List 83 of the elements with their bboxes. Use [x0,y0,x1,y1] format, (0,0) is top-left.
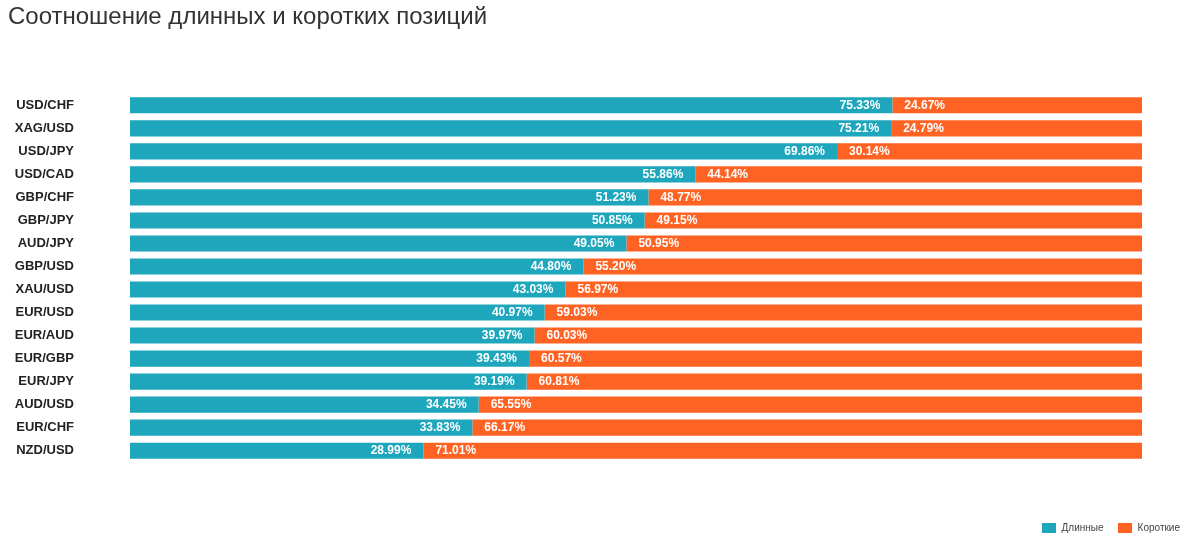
data-label: 39.43% [476,350,518,365]
data-label: 71.01% [435,443,477,457]
y-tick-label: EUR/AUD [14,327,74,343]
data-label: 49.05% [573,235,615,250]
bar [130,281,566,298]
bar [891,120,1142,137]
bar [130,327,535,344]
y-tick-label: EUR/GBP [14,350,75,366]
bar [130,166,696,183]
y-tick-label: AUD/JPY [17,235,75,251]
bar [130,189,649,206]
bar [130,120,892,137]
bar [130,143,837,160]
y-tick-label: AUD/USD [14,396,74,412]
data-label: 59.03% [556,304,598,319]
bar [648,189,1142,206]
bar [836,143,1142,160]
bar [130,373,527,390]
y-tick-label: EUR/JPY [18,373,75,389]
bar [565,281,1142,298]
data-label: 75.33% [839,97,881,112]
bar [472,419,1142,436]
bar [644,212,1142,229]
data-label: 55.86% [642,166,684,181]
data-label: 44.80% [530,258,572,273]
y-tick-label: GBP/CHF [15,188,75,204]
data-label: 39.19% [473,373,515,388]
data-label: 24.67% [904,97,946,112]
bar [130,212,645,229]
data-label: 48.77% [660,189,702,204]
chart-title: Соотношение длинных и коротких позиций [8,2,488,30]
bar [695,166,1142,183]
data-label: 40.97% [491,304,533,319]
bar [583,258,1142,275]
y-tick-label: NZD/USD [16,442,74,458]
data-label: 60.81% [538,373,580,388]
y-tick-label: USD/CHF [16,96,75,112]
data-label: 28.99% [370,443,412,457]
bar [130,258,584,275]
bar [526,373,1142,390]
bar [130,396,479,413]
data-label: 66.17% [484,419,526,434]
y-tick-label: USD/CAD [14,165,74,181]
data-label: 24.79% [903,120,945,135]
y-tick-label: USD/JPY [18,142,75,158]
bar [130,97,893,114]
data-label: 65.55% [490,396,532,411]
data-label: 50.95% [638,235,680,250]
bar [130,235,627,252]
y-tick-label: XAG/USD [14,119,74,135]
y-tick-label: EUR/CHF [16,419,75,435]
data-label: 49.15% [656,212,698,227]
y-tick-label: XAU/USD [15,281,74,297]
legend-label: Короткие [1137,522,1180,533]
y-tick-label: GBP/JPY [17,212,75,228]
bar [478,396,1142,413]
bar [626,235,1142,252]
bar [529,350,1142,367]
bar [130,304,545,321]
data-label: 69.86% [784,143,826,158]
bar [130,350,530,367]
bar [130,442,424,459]
data-label: 75.21% [838,120,880,135]
data-label: 39.97% [481,327,523,342]
bar [423,442,1142,459]
legend-label: Длинные [1061,522,1104,533]
data-label: 55.20% [595,258,637,273]
data-label: 50.85% [591,212,633,227]
bar [892,97,1142,114]
data-label: 33.83% [419,419,461,434]
bar [130,419,473,436]
data-label: 44.14% [707,166,749,181]
data-label: 30.14% [848,143,891,158]
data-label: 60.03% [546,327,588,342]
bar [544,304,1142,321]
data-label: 56.97% [577,281,619,296]
data-label: 34.45% [425,396,467,411]
data-label: 60.57% [541,350,583,365]
y-tick-label: GBP/USD [14,258,74,274]
bar [534,327,1142,344]
y-tick-label: EUR/USD [15,304,74,320]
data-label: 43.03% [512,281,554,296]
data-label: 51.23% [595,189,637,204]
